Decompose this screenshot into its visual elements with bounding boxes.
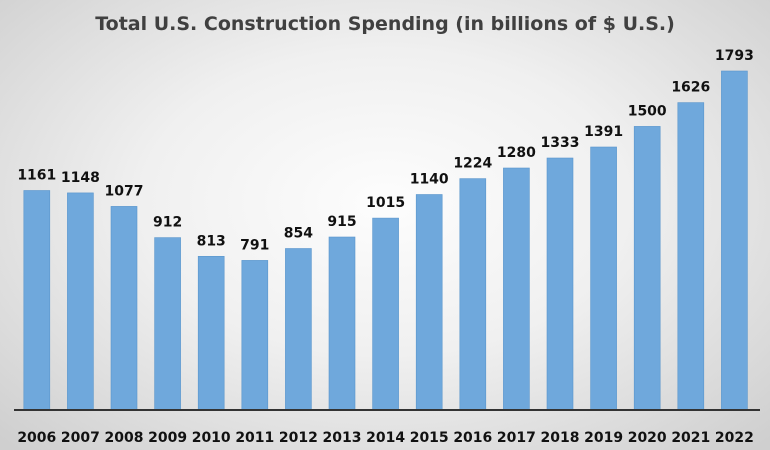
bar-2022 — [721, 70, 748, 411]
x-tick-label-2018: 2018 — [541, 430, 580, 446]
x-tick-label-2022: 2022 — [715, 430, 754, 446]
x-tick-label-2007: 2007 — [61, 430, 100, 446]
data-label-2007: 1148 — [61, 170, 100, 186]
bar-2017 — [503, 167, 530, 411]
x-tick-label-2006: 2006 — [17, 430, 56, 446]
data-label-2021: 1626 — [671, 80, 710, 96]
x-tick-label-2021: 2021 — [671, 430, 710, 446]
bar-2010 — [197, 255, 225, 411]
bar-2016 — [459, 178, 487, 411]
data-label-2011: 791 — [240, 237, 269, 253]
data-label-2022: 1793 — [715, 48, 754, 64]
bar-2006 — [23, 190, 51, 411]
bar-2013 — [328, 236, 356, 411]
x-tick-labels-group: 2006 2007 2008 2009 2010 2011 2012 2013 2014 2015… — [17, 430, 754, 446]
x-tick-label-2008: 2008 — [105, 430, 144, 446]
bar-2011 — [241, 260, 269, 411]
bars-group — [23, 70, 748, 411]
bar-2012 — [285, 248, 312, 411]
x-tick-label-2011: 2011 — [235, 430, 274, 446]
x-tick-label-2013: 2013 — [323, 430, 362, 446]
bar-2014 — [372, 217, 399, 411]
bar-2008 — [110, 206, 138, 411]
data-label-2015: 1140 — [410, 172, 449, 188]
chart-title: Total U.S. Construction Spending (in bil… — [95, 13, 675, 35]
bar-2020 — [633, 126, 661, 411]
x-tick-label-2009: 2009 — [148, 430, 187, 446]
data-label-2014: 1015 — [366, 195, 405, 211]
x-tick-label-2015: 2015 — [410, 430, 449, 446]
bar-2015 — [415, 194, 443, 411]
data-label-2019: 1391 — [584, 124, 623, 140]
data-label-2017: 1280 — [497, 145, 536, 161]
bar-2021 — [677, 102, 705, 411]
x-tick-label-2019: 2019 — [584, 430, 623, 446]
bar-2007 — [67, 192, 94, 411]
x-tick-label-2016: 2016 — [453, 430, 492, 446]
data-label-2008: 1077 — [105, 183, 144, 199]
x-tick-label-2014: 2014 — [366, 430, 405, 446]
data-label-2012: 854 — [284, 226, 313, 242]
x-tick-label-2010: 2010 — [192, 430, 231, 446]
data-label-2018: 1333 — [541, 135, 580, 151]
data-label-2006: 1161 — [17, 168, 56, 184]
data-label-2020: 1500 — [628, 103, 667, 119]
x-tick-label-2017: 2017 — [497, 430, 536, 446]
x-tick-label-2012: 2012 — [279, 430, 318, 446]
data-label-2010: 813 — [197, 233, 226, 249]
bar-2009 — [154, 237, 181, 411]
data-label-2013: 915 — [327, 214, 356, 230]
bar-2019 — [590, 146, 617, 411]
data-label-2009: 912 — [153, 215, 182, 231]
data-label-2016: 1224 — [453, 156, 492, 172]
bar-2018 — [546, 157, 574, 411]
x-tick-label-2020: 2020 — [628, 430, 667, 446]
